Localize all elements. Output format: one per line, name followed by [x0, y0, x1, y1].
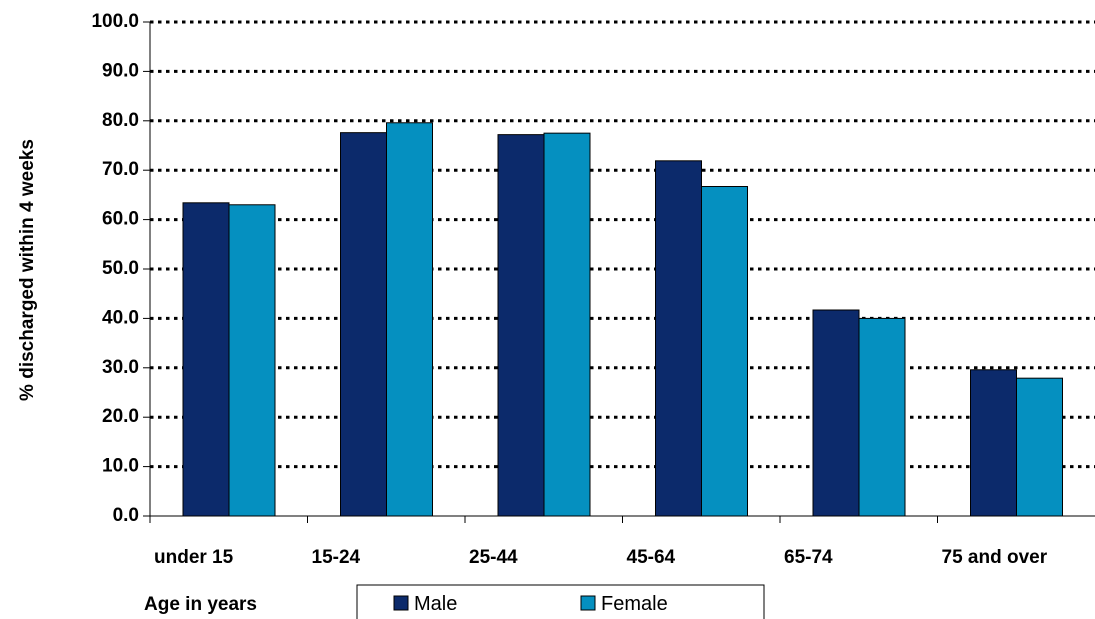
x-tick-labels: under 15 15-24 25-44 45-64 65-74 75 and over — [154, 547, 1048, 568]
x-axis-label: Age in years — [144, 594, 257, 615]
y-tick-labels: 0.0 10.0 20.0 30.0 40.0 50.0 60.0 70.0 80.0 90.0 1… — [91, 11, 139, 526]
y-tick-label: 0.0 — [113, 505, 139, 526]
legend: Male Female — [356, 584, 765, 619]
x-tick-label: 45-64 — [627, 547, 676, 568]
bar-male — [970, 369, 1017, 517]
y-tick-label: 80.0 — [102, 110, 139, 131]
bar-male — [340, 132, 387, 517]
y-tick-label: 70.0 — [102, 159, 139, 180]
axes — [143, 21, 1095, 523]
bar-male — [655, 160, 702, 517]
x-tick-label: 75 and over — [942, 547, 1048, 568]
bar-male — [497, 134, 545, 517]
y-tick-label: 60.0 — [102, 209, 139, 230]
y-tick-label: 40.0 — [102, 307, 139, 328]
legend-swatch-male — [393, 595, 409, 611]
legend-swatch-female — [580, 595, 596, 611]
legend-label-female: Female — [601, 593, 668, 615]
x-tick-label: 65-74 — [784, 547, 833, 568]
bars — [182, 122, 1063, 517]
x-tick-label: 25-44 — [469, 547, 518, 568]
bar-female — [1016, 377, 1063, 517]
bar-female — [386, 122, 433, 517]
bar-male — [182, 202, 230, 517]
bar-female — [858, 317, 906, 517]
y-tick-label: 90.0 — [102, 60, 139, 81]
y-axis-label: % discharged within 4 weeks — [17, 139, 38, 401]
bar-female — [701, 186, 748, 517]
y-tick-label: 30.0 — [102, 357, 139, 378]
bar-female — [543, 132, 591, 517]
y-tick-label: 10.0 — [102, 456, 139, 477]
legend-box — [356, 584, 765, 619]
x-tick-label: under 15 — [154, 547, 234, 568]
y-tick-label: 100.0 — [91, 11, 139, 32]
x-tick-label: 15-24 — [312, 547, 361, 568]
y-tick-label: 20.0 — [102, 406, 139, 427]
gridlines — [150, 20, 1095, 469]
legend-label-male: Male — [414, 593, 457, 615]
bar-female — [228, 204, 276, 517]
y-tick-label: 50.0 — [102, 258, 139, 279]
bar-male — [812, 309, 860, 517]
